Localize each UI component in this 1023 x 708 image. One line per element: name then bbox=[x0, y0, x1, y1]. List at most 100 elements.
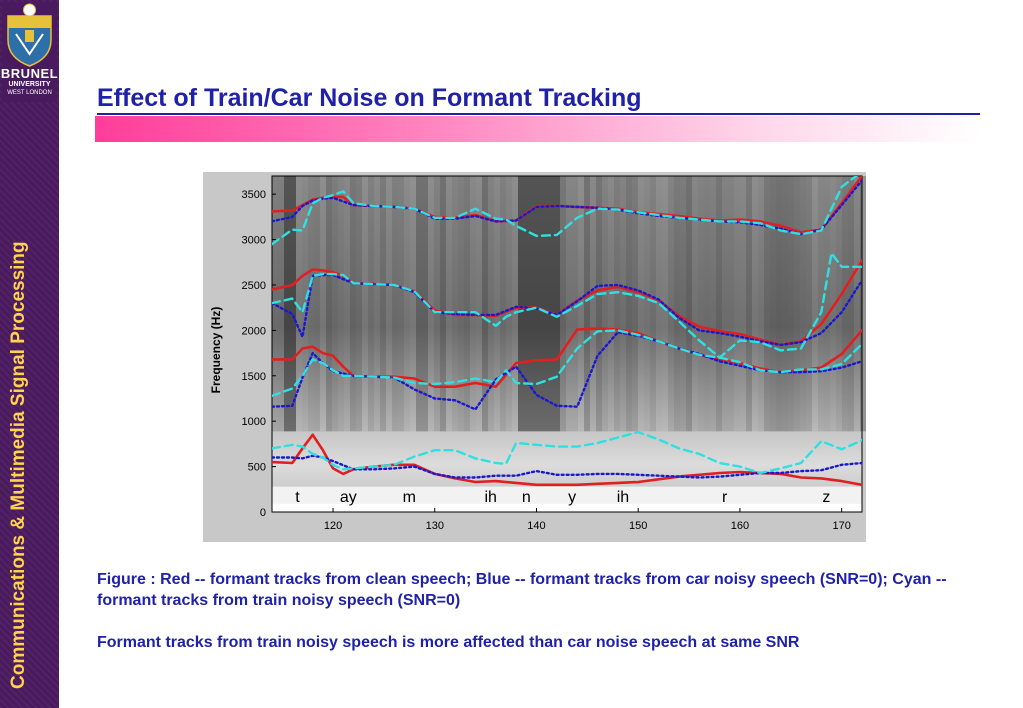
spectrogram-column bbox=[554, 176, 560, 432]
spectrogram-column bbox=[764, 176, 770, 432]
spectrogram-column bbox=[674, 176, 680, 432]
spectrogram-column bbox=[542, 176, 548, 432]
spectrogram-column bbox=[338, 176, 344, 432]
spectrogram-column bbox=[590, 176, 596, 432]
logo-name: BRUNEL bbox=[0, 66, 59, 81]
spectrogram-column bbox=[392, 176, 398, 432]
formant-tracks bbox=[272, 176, 862, 487]
spectrogram-column bbox=[536, 176, 542, 432]
spectrogram-column bbox=[428, 176, 434, 432]
spectrogram-column bbox=[458, 176, 464, 432]
spectrogram-column bbox=[560, 176, 566, 432]
spectrogram-column bbox=[386, 176, 392, 432]
spectrogram-column bbox=[518, 176, 524, 432]
crest-icon bbox=[7, 3, 52, 67]
spectrogram-column bbox=[668, 176, 674, 432]
spectrogram-column bbox=[350, 176, 356, 432]
spectrogram-column bbox=[320, 176, 326, 432]
spectrogram-column bbox=[644, 176, 650, 432]
axes: 0 500 1000 1500 2000 2500 3000 3500 120 130 140 150… bbox=[242, 175, 863, 532]
title-underline bbox=[97, 113, 980, 115]
spectrogram-column bbox=[494, 176, 500, 432]
spectrogram-column bbox=[848, 176, 854, 432]
spectrogram-column bbox=[776, 176, 782, 432]
spectrogram-column bbox=[752, 176, 758, 432]
x-tick-label: 170 bbox=[832, 520, 850, 532]
phoneme-label: t bbox=[295, 489, 300, 506]
spectrogram-column bbox=[344, 176, 350, 432]
phoneme-label: y bbox=[568, 489, 576, 506]
spectrogram-column bbox=[326, 176, 332, 432]
spectrogram-column bbox=[842, 176, 848, 432]
sidebar: BRUNEL UNIVERSITY WEST LONDON Communicat… bbox=[0, 0, 59, 708]
spectrogram-column bbox=[446, 176, 452, 432]
x-tick-label: 120 bbox=[324, 520, 342, 532]
formant-track-3 bbox=[272, 329, 862, 398]
plot-frame bbox=[271, 175, 863, 513]
spectrogram-column bbox=[818, 176, 824, 432]
spectrogram-column bbox=[440, 176, 446, 432]
phoneme-label: ih bbox=[484, 489, 496, 506]
y-tick-label: 3500 bbox=[242, 189, 266, 201]
spectrogram-column bbox=[500, 176, 506, 432]
spectrogram-column bbox=[800, 176, 806, 432]
spectrogram-column bbox=[374, 176, 380, 432]
spectrogram-column bbox=[512, 176, 518, 432]
spectrogram-floor bbox=[272, 503, 862, 512]
y-axis-label: Frequency (Hz) bbox=[209, 307, 223, 394]
spectrogram-column bbox=[740, 176, 746, 432]
y-tick-label: 500 bbox=[248, 462, 266, 474]
formant-track-2 bbox=[272, 251, 862, 359]
spectrogram-column bbox=[332, 176, 338, 432]
x-tick-label: 160 bbox=[731, 520, 749, 532]
slide-title: Effect of Train/Car Noise on Formant Tra… bbox=[97, 84, 642, 112]
spectrogram-column bbox=[680, 176, 686, 432]
spectrogram-column bbox=[626, 176, 632, 432]
spectrogram-column bbox=[746, 176, 752, 432]
spectrogram-column bbox=[278, 176, 284, 432]
spectrogram-column bbox=[788, 176, 794, 432]
spectrogram-column bbox=[548, 176, 554, 432]
spectrogram-column bbox=[614, 176, 620, 432]
spectrogram-column bbox=[722, 176, 728, 432]
spectrogram-column bbox=[404, 176, 410, 432]
spectrogram-column bbox=[482, 176, 488, 432]
spectrogram-column bbox=[398, 176, 404, 432]
y-tick-label: 3000 bbox=[242, 235, 266, 247]
spectrogram-column bbox=[464, 176, 470, 432]
phoneme-label: ay bbox=[340, 489, 357, 506]
spectrogram-column bbox=[314, 176, 320, 432]
spectrogram-column bbox=[860, 176, 866, 432]
x-tick-label: 140 bbox=[527, 520, 545, 532]
spectrogram-column bbox=[566, 176, 572, 432]
spectrogram-column bbox=[824, 176, 830, 432]
spectrogram-column bbox=[356, 176, 362, 432]
y-tick-label: 0 bbox=[260, 507, 266, 519]
y-tick-label: 2000 bbox=[242, 325, 266, 337]
spectrogram-column bbox=[470, 176, 476, 432]
series-dashed bbox=[272, 176, 862, 475]
spectrogram-column bbox=[794, 176, 800, 432]
formant-track-4 bbox=[272, 430, 862, 475]
formant-track-1 bbox=[272, 179, 862, 236]
x-tick-label: 150 bbox=[629, 520, 647, 532]
phoneme-label: z bbox=[822, 489, 830, 506]
spectrogram-column bbox=[854, 176, 860, 432]
y-tick-label: 1500 bbox=[242, 371, 266, 383]
spectrogram-column bbox=[284, 176, 290, 432]
spectrogram-column bbox=[272, 176, 278, 432]
spectrogram-column bbox=[716, 176, 722, 432]
spectrogram-column bbox=[596, 176, 602, 432]
figure-container: 0 500 1000 1500 2000 2500 3000 3500 120 130 140 150… bbox=[203, 172, 866, 542]
logo-subtitle-1: UNIVERSITY bbox=[8, 81, 51, 88]
spectrogram-column bbox=[416, 176, 422, 432]
spectrogram-column bbox=[530, 176, 536, 432]
spectrogram-column bbox=[584, 176, 590, 432]
formant-track-4 bbox=[272, 454, 862, 479]
spectrogram-column bbox=[308, 176, 314, 432]
spectrogram-column bbox=[410, 176, 416, 432]
university-logo bbox=[2, 2, 57, 102]
formant-chart: 0 500 1000 1500 2000 2500 3000 3500 120 130 140 150… bbox=[209, 175, 866, 532]
phoneme-label: m bbox=[403, 489, 416, 506]
spectrogram-column bbox=[806, 176, 812, 432]
